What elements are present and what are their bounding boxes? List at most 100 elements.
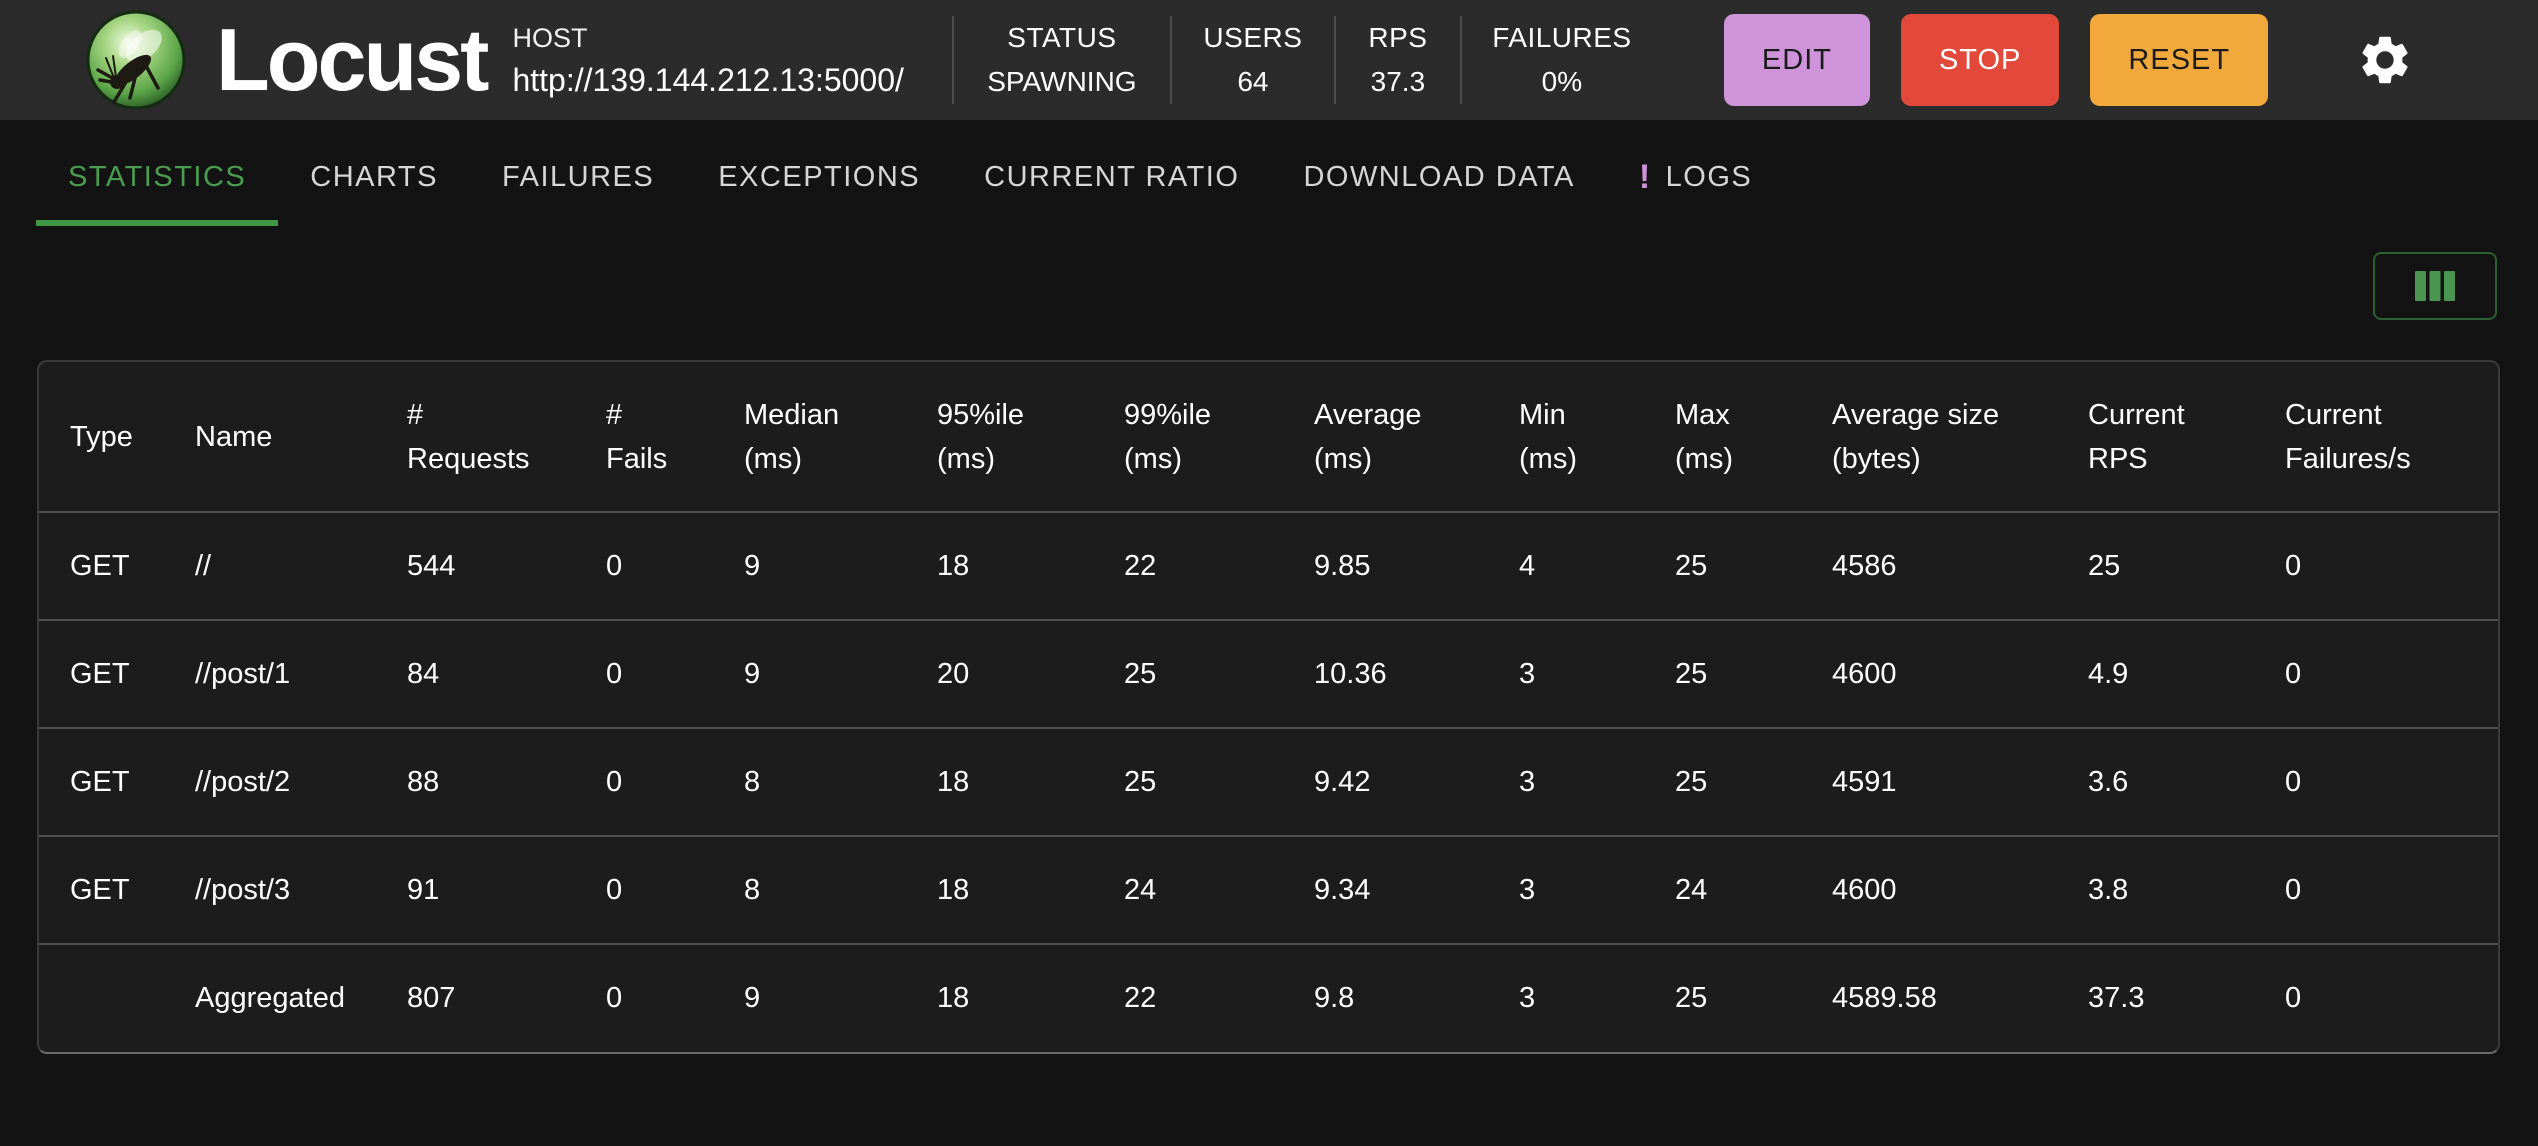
col-requests[interactable]: # Requests xyxy=(407,398,530,475)
table-cell: 24 xyxy=(1644,835,1801,944)
table-cell: 9.34 xyxy=(1283,835,1488,944)
col-median[interactable]: Median (ms) xyxy=(744,398,840,475)
col-min[interactable]: Min (ms) xyxy=(1519,398,1577,475)
app-title: Locust xyxy=(216,10,489,109)
tab-label: FAILURES xyxy=(502,160,655,193)
stop-button[interactable]: STOP xyxy=(1900,14,2060,106)
table-cell: 4586 xyxy=(1801,511,2057,620)
stat-value: SPAWNING xyxy=(987,66,1137,97)
table-cell: 9.42 xyxy=(1283,727,1488,836)
table-cell: 0 xyxy=(575,943,713,1052)
app-bar: Locust HOST http://139.144.212.13:5000/ … xyxy=(0,0,2538,120)
divider xyxy=(1169,16,1172,104)
table-cell: 0 xyxy=(2254,835,2498,944)
table-cell: 0 xyxy=(2254,511,2498,620)
tab-charts[interactable]: CHARTS xyxy=(278,134,470,226)
table-cell: 18 xyxy=(906,943,1093,1052)
table-cell: 25 xyxy=(1644,619,1801,728)
table-cell: // xyxy=(164,511,376,620)
table-cell: 22 xyxy=(1093,511,1283,620)
table-cell: 0 xyxy=(2254,727,2498,836)
table-cell: 0 xyxy=(575,835,713,944)
statistics-table: Type Name # Requests # Fails Median (ms)… xyxy=(37,360,2500,1054)
tab-statistics[interactable]: STATISTICS xyxy=(36,134,279,226)
table-cell: 9.85 xyxy=(1283,511,1488,620)
table-row: Aggregated 807 0 9 18 22 9.8 3 25 4589.58 37.3 0 xyxy=(39,943,2498,1052)
table-cell: 9 xyxy=(713,511,906,620)
table-cell: 84 xyxy=(376,619,575,728)
table-cell: 9 xyxy=(713,943,906,1052)
table-cell: 24 xyxy=(1093,835,1283,944)
gear-icon[interactable] xyxy=(2356,31,2414,89)
tab-bar: STATISTICS CHARTS FAILURES EXCEPTIONS CU… xyxy=(0,120,2538,226)
host-label: HOST xyxy=(512,23,588,53)
table-cell: 9.8 xyxy=(1283,943,1488,1052)
header-actions: EDIT STOP RESET xyxy=(1723,14,2269,106)
table-cell: 9 xyxy=(713,619,906,728)
table-cell: 3 xyxy=(1488,835,1644,944)
table-cell: Aggregated xyxy=(164,943,376,1052)
reset-button[interactable]: RESET xyxy=(2090,14,2269,106)
col-95ile[interactable]: 95%ile (ms) xyxy=(937,398,1025,475)
col-current-failures[interactable]: Current Failures/s xyxy=(2285,398,2411,475)
table-cell: 25 xyxy=(1644,943,1801,1052)
col-99ile[interactable]: 99%ile (ms) xyxy=(1124,398,1212,475)
table-cell: 4591 xyxy=(1801,727,2057,836)
table-cell: 37.3 xyxy=(2057,943,2254,1052)
locust-logo[interactable] xyxy=(86,10,186,110)
table-row: GET//post/3 91 0 8 18 24 9.34 3 24 4600 3.8 0 xyxy=(39,835,2498,944)
table-cell: 8 xyxy=(713,835,906,944)
table-cell: //post/3 xyxy=(164,835,376,944)
table-cell: 25 xyxy=(1093,727,1283,836)
view-columns-button[interactable] xyxy=(2373,252,2497,320)
table-cell: 18 xyxy=(906,727,1093,836)
edit-button[interactable]: EDIT xyxy=(1723,14,1870,106)
col-fails[interactable]: # Fails xyxy=(606,398,668,475)
stat-failures: FAILURES 0% xyxy=(1462,16,1662,104)
table-cell: 0 xyxy=(575,619,713,728)
table-cell: 4600 xyxy=(1801,835,2057,944)
tab-label: STATISTICS xyxy=(68,160,247,193)
col-max[interactable]: Max (ms) xyxy=(1675,398,1733,475)
col-name[interactable]: Name xyxy=(195,420,273,453)
table-cell: //post/2 xyxy=(164,727,376,836)
tab-current-ratio[interactable]: CURRENT RATIO xyxy=(952,134,1271,226)
table-cell: 3 xyxy=(1488,727,1644,836)
table-cell xyxy=(39,943,164,1052)
stat-status: STATUS SPAWNING xyxy=(954,16,1170,104)
table-cell: 4589.58 xyxy=(1801,943,2057,1052)
logs-alert-icon: ! xyxy=(1638,158,1652,196)
table-cell: 91 xyxy=(376,835,575,944)
table-header-row: Type Name # Requests # Fails Median (ms)… xyxy=(39,362,2498,512)
table-cell: 807 xyxy=(376,943,575,1052)
table-cell: 3.8 xyxy=(2057,835,2254,944)
table-cell: 0 xyxy=(575,727,713,836)
col-average-size[interactable]: Average size (bytes) xyxy=(1832,398,2000,475)
table-cell: 88 xyxy=(376,727,575,836)
tab-label: CURRENT RATIO xyxy=(984,160,1240,193)
stat-label: RPS xyxy=(1368,22,1428,53)
tab-download-data[interactable]: DOWNLOAD DATA xyxy=(1271,134,1606,226)
stat-value: 37.3 xyxy=(1370,66,1426,97)
table-cell: 3 xyxy=(1488,943,1644,1052)
divider xyxy=(951,16,954,104)
table-cell: 0 xyxy=(2254,619,2498,728)
stat-value: 64 xyxy=(1237,66,1269,97)
table-cell: 4 xyxy=(1488,511,1644,620)
col-current-rps[interactable]: Current RPS xyxy=(2088,398,2185,475)
table-cell: 25 xyxy=(1644,727,1801,836)
host-url: http://139.144.212.13:5000/ xyxy=(512,62,904,98)
tab-failures[interactable]: FAILURES xyxy=(470,134,686,226)
table-cell: 4600 xyxy=(1801,619,2057,728)
tab-label: CHARTS xyxy=(310,160,438,193)
tab-label: LOGS xyxy=(1665,160,1753,193)
tab-exceptions[interactable]: EXCEPTIONS xyxy=(686,134,952,226)
table-cell: 0 xyxy=(575,511,713,620)
tab-logs[interactable]: ! LOGS xyxy=(1607,134,1784,226)
view-columns-icon xyxy=(2415,271,2455,301)
col-average[interactable]: Average (ms) xyxy=(1314,398,1422,475)
col-type[interactable]: Type xyxy=(70,420,133,453)
table-cell: 10.36 xyxy=(1283,619,1488,728)
table-row: GET//post/1 84 0 9 20 25 10.36 3 25 4600 4.9 0 xyxy=(39,619,2498,728)
tab-label: EXCEPTIONS xyxy=(718,160,921,193)
